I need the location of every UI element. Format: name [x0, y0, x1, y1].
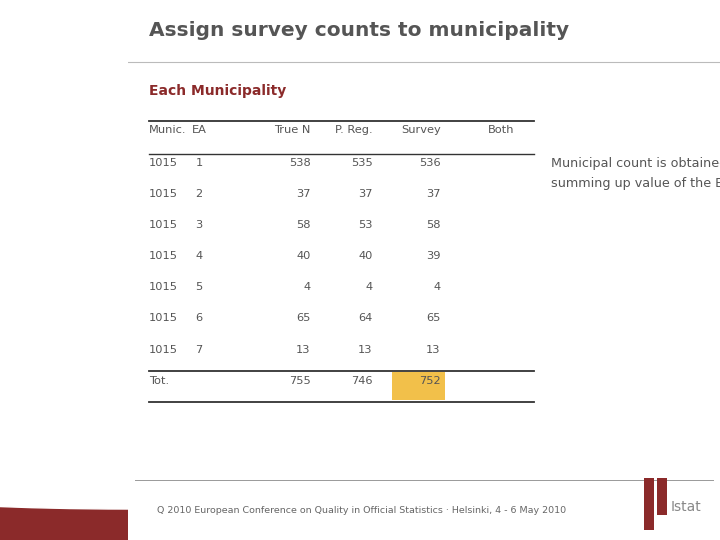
Text: Assign survey counts to municipality: Assign survey counts to municipality [149, 21, 569, 39]
Text: 5: 5 [196, 282, 203, 293]
Text: Survey: Survey [401, 125, 441, 134]
Text: P. Reg.: P. Reg. [335, 125, 372, 134]
Circle shape [0, 417, 524, 509]
Text: 40: 40 [359, 252, 372, 261]
Text: 4: 4 [433, 282, 441, 293]
Text: 2: 2 [196, 190, 203, 199]
Text: 13: 13 [426, 345, 441, 354]
Text: Istat: Istat [671, 500, 702, 514]
Text: 39: 39 [426, 252, 441, 261]
Text: 58: 58 [296, 220, 310, 231]
Text: 13: 13 [358, 345, 372, 354]
Text: 1015: 1015 [149, 252, 178, 261]
Text: Q 2010 European Conference on Quality in Official Statistics · Helsinki, 4 - 6 M: Q 2010 European Conference on Quality in… [157, 506, 566, 515]
Text: 4: 4 [366, 282, 372, 293]
FancyBboxPatch shape [392, 372, 446, 400]
Text: 4: 4 [303, 282, 310, 293]
Text: EA: EA [192, 125, 207, 134]
Text: 65: 65 [296, 314, 310, 323]
Text: 1015: 1015 [149, 158, 178, 168]
Text: Munic.: Munic. [149, 125, 186, 134]
Text: 37: 37 [358, 190, 372, 199]
Text: 1015: 1015 [149, 282, 178, 293]
Text: 7: 7 [196, 345, 203, 354]
Text: Tot.: Tot. [149, 375, 169, 386]
Text: 752: 752 [419, 375, 441, 386]
Text: 37: 37 [426, 190, 441, 199]
Text: Sampling strategy for
the dual-system
correction of the under-
coverage in the R: Sampling strategy for the dual-system co… [13, 16, 112, 86]
Text: 1015: 1015 [149, 190, 178, 199]
Text: 64: 64 [359, 314, 372, 323]
Text: Both: Both [488, 125, 515, 134]
Bar [0, 456, 128, 540]
Text: 3: 3 [196, 220, 203, 231]
Text: 40: 40 [296, 252, 310, 261]
Text: 58: 58 [426, 220, 441, 231]
Text: 538: 538 [289, 158, 310, 168]
Text: 53: 53 [358, 220, 372, 231]
Text: 6: 6 [196, 314, 203, 323]
Text: Each Municipality: Each Municipality [149, 84, 286, 98]
Text: 13: 13 [296, 345, 310, 354]
Bar [644, 478, 654, 530]
Circle shape [115, 400, 172, 540]
Text: 536: 536 [419, 158, 441, 168]
Text: Municipal count is obtained
summing up value of the EAs: Municipal count is obtained summing up v… [552, 158, 720, 191]
Text: 37: 37 [296, 190, 310, 199]
Text: 65: 65 [426, 314, 441, 323]
Text: 1: 1 [196, 158, 203, 168]
Text: 535: 535 [351, 158, 372, 168]
Text: 4: 4 [196, 252, 203, 261]
Text: True N: True N [274, 125, 310, 134]
Bar [657, 478, 667, 515]
Text: 746: 746 [351, 375, 372, 386]
Text: 755: 755 [289, 375, 310, 386]
Text: 1015: 1015 [149, 314, 178, 323]
Text: 1015: 1015 [149, 220, 178, 231]
Text: 1015: 1015 [149, 345, 178, 354]
